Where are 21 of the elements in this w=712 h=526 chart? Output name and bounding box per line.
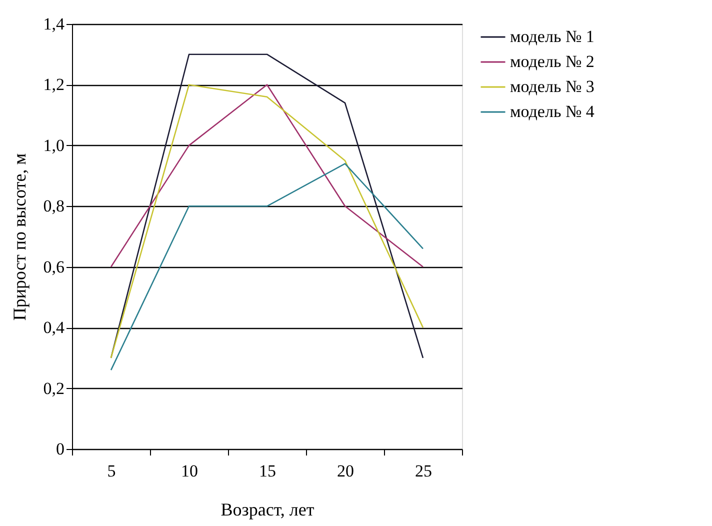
- x-tick-label: 10: [181, 462, 198, 480]
- y-axis-title: Прирост по высоте, м: [9, 153, 30, 321]
- legend-label: модель № 4: [510, 102, 595, 121]
- line-series: [110, 84, 424, 268]
- x-tick-label: 5: [107, 462, 116, 480]
- y-tick-label: 0: [56, 440, 64, 458]
- y-tick-label: 1,0: [43, 136, 64, 155]
- y-tick-label: 1,4: [43, 14, 65, 34]
- legend-label: модель № 2: [510, 52, 594, 71]
- y-tick-label: 1,2: [43, 75, 64, 94]
- y-tick-label: 0,6: [43, 257, 64, 276]
- y-tick-label: 0,2: [43, 378, 64, 398]
- legend-label: модель № 1: [510, 27, 594, 46]
- y-tick-label: 0,8: [43, 196, 64, 216]
- x-tick-label: 25: [415, 462, 432, 480]
- x-tick-label: 15: [259, 462, 276, 480]
- y-tick-label: 0,4: [43, 318, 65, 338]
- line-series: [110, 162, 424, 371]
- x-axis-title: Возраст, лет: [220, 500, 314, 520]
- x-tick-label: 20: [337, 462, 354, 480]
- legend-label: модель № 3: [510, 77, 594, 96]
